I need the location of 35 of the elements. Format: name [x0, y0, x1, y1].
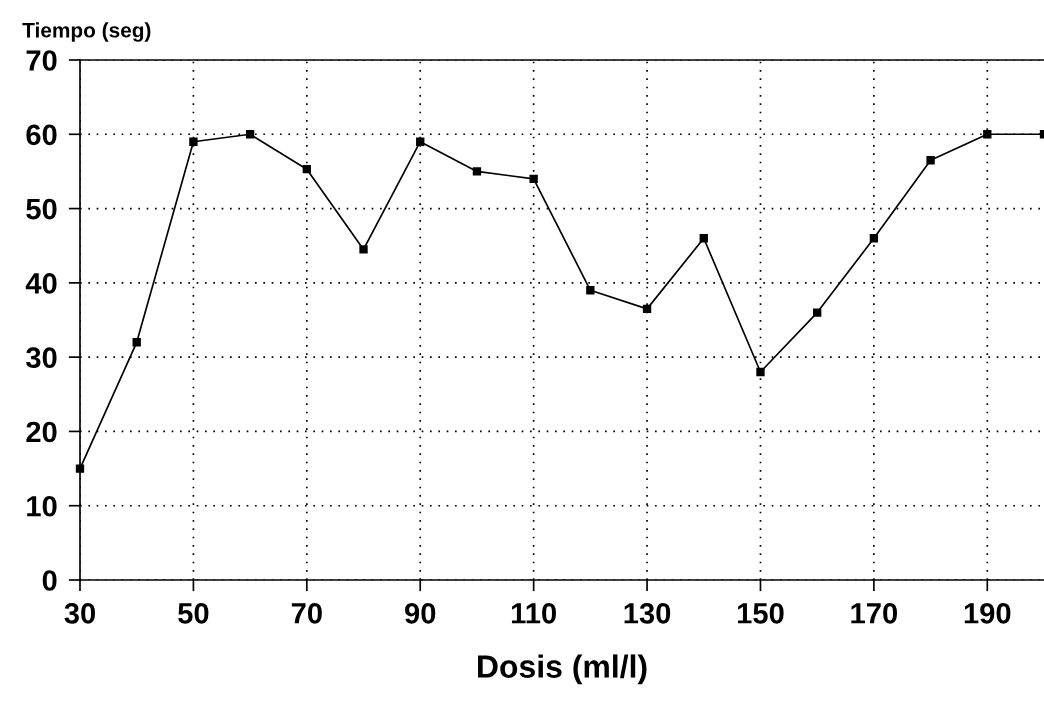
y-axis-title: Tiempo (seg): [22, 22, 151, 42]
point: [416, 137, 425, 146]
point: [245, 130, 255, 139]
y-tick-label: 0: [42, 570, 57, 591]
point: [189, 137, 198, 146]
x-tick-label: 110: [511, 602, 556, 624]
point: [869, 234, 879, 243]
x-tick-label: 70: [291, 602, 322, 624]
point: [926, 156, 935, 165]
x-tick-label: 130: [624, 602, 671, 624]
x-tick-label: 190: [964, 602, 1011, 624]
y-tick-label: 10: [27, 495, 57, 517]
y-tick-label: 20: [26, 421, 57, 443]
point: [302, 165, 311, 174]
point: [756, 367, 765, 377]
x-tick-label: 170: [851, 602, 898, 624]
y-tick-label: 50: [26, 198, 57, 220]
y-tick-label: 30: [26, 347, 57, 369]
y-tick-label: 40: [25, 273, 57, 294]
point: [983, 130, 992, 139]
point: [529, 174, 538, 184]
y-tick-label: 70: [26, 50, 57, 71]
x-tick-label: 150: [737, 602, 784, 624]
point: [586, 286, 595, 295]
point: [813, 308, 822, 317]
x-axis-title: Dosis (ml/l): [478, 654, 647, 685]
point: [642, 304, 652, 314]
point: [132, 338, 141, 347]
point: [359, 245, 368, 254]
point: [472, 167, 482, 176]
point: [699, 234, 708, 243]
x-tick-label: 30: [64, 602, 96, 624]
x-tick-label: 50: [178, 602, 209, 624]
x-tick-label: 90: [405, 602, 436, 624]
y-tick-label: 60: [26, 124, 57, 146]
